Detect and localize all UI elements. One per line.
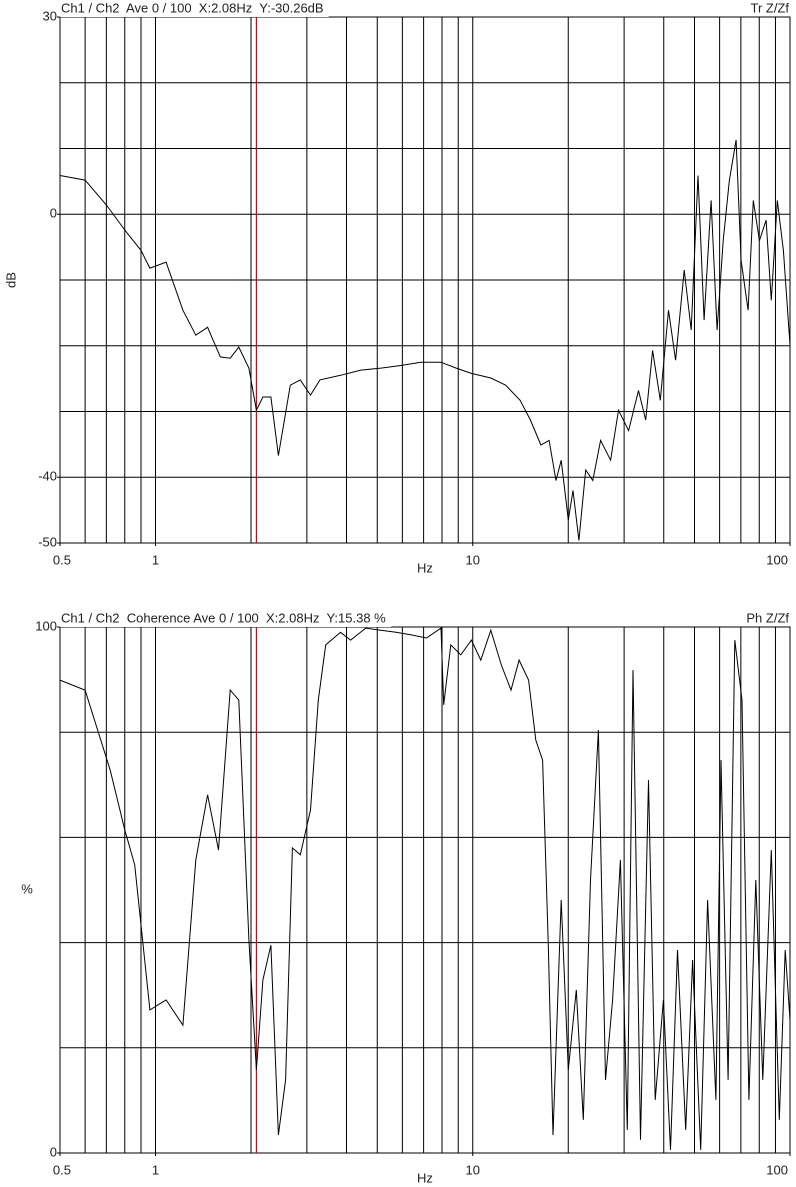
y-tick-label: 0 — [50, 1144, 57, 1159]
x-axis-label: Hz — [417, 1170, 433, 1185]
header-readout: Ch1 / Ch2 Coherence Ave 0 / 100 X:2.08Hz… — [61, 610, 386, 625]
x-axis-label: Hz — [417, 560, 433, 575]
x-tick-label: 100 — [766, 1162, 788, 1177]
y-tick-label: 30 — [43, 8, 57, 23]
x-tick-label: 1 — [152, 552, 159, 567]
y-tick-label: -40 — [38, 469, 57, 484]
x-tick-label: 100 — [766, 552, 788, 567]
x-tick-label: 0.5 — [53, 1162, 71, 1177]
x-tick-label: 0.5 — [53, 552, 71, 567]
header-background — [60, 610, 392, 627]
x-tick-label: 1 — [152, 1162, 159, 1177]
chart-panel: 100 0 0.5 1 10 100 Hz% Ch1 / Ch2 Coherence Ave … — [21, 610, 791, 1185]
chart-panel: 30 0 -40 -50 0.5 1 10 100 Hz dB Ch1 / Ch2 Ave 0 / … — [3, 0, 791, 575]
header-readout: Ch1 / Ch2 Ave 0 / 100 X:2.08Hz Y:-30.26d… — [61, 0, 324, 15]
data-line — [59, 627, 791, 1150]
header-mode: Ph Z/Zf — [746, 610, 789, 625]
plot-frame — [59, 626, 791, 1154]
x-tick-label: 10 — [466, 1162, 480, 1177]
data-line — [59, 139, 791, 541]
y-tick-label: -50 — [38, 534, 57, 549]
y-axis-label: dB — [3, 272, 18, 288]
plot-frame — [59, 16, 791, 544]
header-background — [60, 0, 329, 17]
header-mode: Tr Z/Zf — [750, 0, 789, 15]
x-tick-label: 10 — [466, 552, 480, 567]
y-axis-label: % — [21, 881, 33, 896]
y-tick-label: 100 — [35, 618, 57, 633]
y-tick-label: 0 — [50, 206, 57, 221]
